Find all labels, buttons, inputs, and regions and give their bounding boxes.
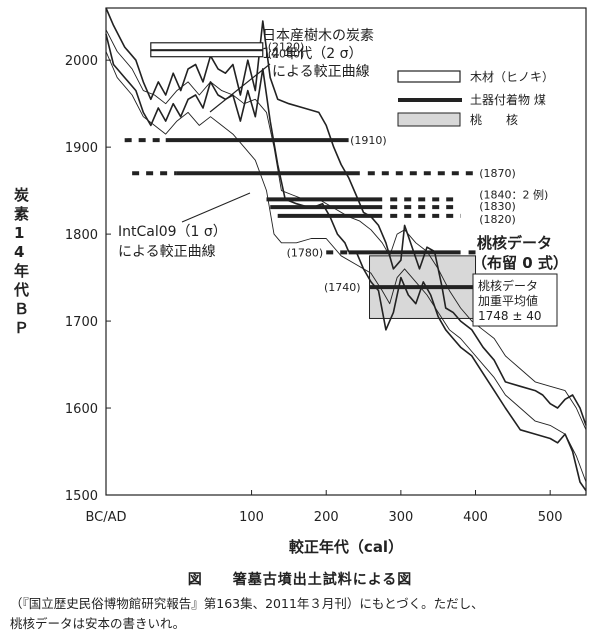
peach-data-title: 桃核データ bbox=[477, 234, 552, 252]
y-tick-label: 1700 bbox=[65, 315, 98, 330]
peach-info-box bbox=[472, 273, 558, 327]
figure-caption-line-1: （『国立歴史民俗博物館研究報告』第163集、2011年３月刊）にもとづく。ただし… bbox=[10, 596, 484, 611]
legend-label: 桃 核 bbox=[470, 112, 518, 127]
wood-curve-annotation-line2: 14 年代（2 σ） bbox=[262, 46, 363, 62]
peach-data-subtitle: （布留 0 式） bbox=[472, 254, 568, 272]
calibration-chart: 1500 1600 1700 1800 1900 2000 BC/AD 100 200 300 40… bbox=[13, 7, 587, 556]
x-tick-label: 100 bbox=[239, 510, 264, 525]
legend-marker-open-box bbox=[397, 70, 461, 83]
wood-curve-annotation-line3: による較正曲線 bbox=[272, 64, 370, 80]
legend-marker-gray-box bbox=[397, 112, 461, 127]
wood-curve-annotation-line1: 日本産樹木の炭素 bbox=[262, 28, 374, 44]
x-tick-label: 200 bbox=[314, 510, 339, 525]
peach-info-line2: 加重平均値 bbox=[478, 293, 538, 308]
wood-curve-leader bbox=[209, 63, 271, 113]
y-tick-label: 1900 bbox=[65, 141, 98, 156]
figure-caption-line-2: 桃核データは安本の書きいれ。 bbox=[10, 616, 186, 631]
intcal-leader bbox=[181, 192, 251, 223]
x-tick-label: 400 bbox=[463, 510, 488, 525]
x-tick-label: BC/AD bbox=[85, 510, 126, 525]
intcal-annotation-line2: による較正曲線 bbox=[118, 244, 216, 260]
residue-bar-label: (1780) bbox=[287, 246, 324, 259]
residue-bar-label: (1820) bbox=[479, 213, 516, 226]
y-axis-title: 炭素 1 4 年代ＢＰ bbox=[13, 186, 29, 337]
figure-caption-title: 図 箸墓古墳出土試料による図 bbox=[187, 572, 413, 588]
residue-bar-label: (1870) bbox=[479, 167, 516, 180]
legend-label: 土器付着物 煤 bbox=[470, 92, 546, 107]
wood-sample-label: (2080) bbox=[268, 48, 305, 61]
x-tick-label: 500 bbox=[538, 510, 563, 525]
wood-sample-box bbox=[150, 50, 264, 58]
y-tick-label: 2000 bbox=[65, 54, 98, 69]
x-axis-title: 較正年代（cal） bbox=[289, 538, 403, 556]
residue-bar-label: (1840：2 例) bbox=[479, 187, 548, 201]
calibration-curve-4 bbox=[105, 51, 587, 483]
peach-info-line1: 桃核データ bbox=[478, 278, 538, 293]
calibration-curve-2 bbox=[105, 33, 587, 492]
residue-bar-label: (1830) bbox=[479, 200, 516, 213]
residue-bar-label: (1740) bbox=[324, 281, 361, 294]
wood-sample-label: (2120) bbox=[268, 40, 305, 53]
legend-label: 木材（ヒノキ） bbox=[470, 70, 554, 84]
calibration-curve-1 bbox=[105, 7, 587, 426]
peach-info-line3: 1748 ± 40 bbox=[478, 309, 542, 323]
y-tick-label: 1600 bbox=[65, 402, 98, 417]
residue-bar-label: (1910) bbox=[350, 134, 387, 147]
wood-sample-box bbox=[150, 42, 264, 51]
y-tick-label: 1500 bbox=[65, 489, 98, 504]
plot-frame bbox=[105, 7, 587, 496]
x-tick-label: 300 bbox=[388, 510, 413, 525]
intcal-annotation-line1: IntCal09（1 σ） bbox=[118, 224, 227, 240]
y-tick-label: 1800 bbox=[65, 228, 98, 243]
